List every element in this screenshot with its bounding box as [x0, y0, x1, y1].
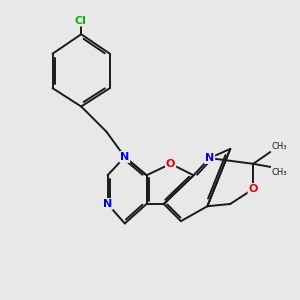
Text: N: N: [120, 152, 129, 162]
Text: O: O: [248, 184, 258, 194]
Text: Cl: Cl: [75, 16, 86, 26]
Text: N: N: [103, 199, 112, 209]
Text: CH₃: CH₃: [271, 142, 287, 151]
Text: S: S: [121, 152, 129, 162]
Text: CH₃: CH₃: [271, 168, 287, 177]
Text: N: N: [205, 153, 214, 163]
Text: O: O: [166, 159, 175, 169]
